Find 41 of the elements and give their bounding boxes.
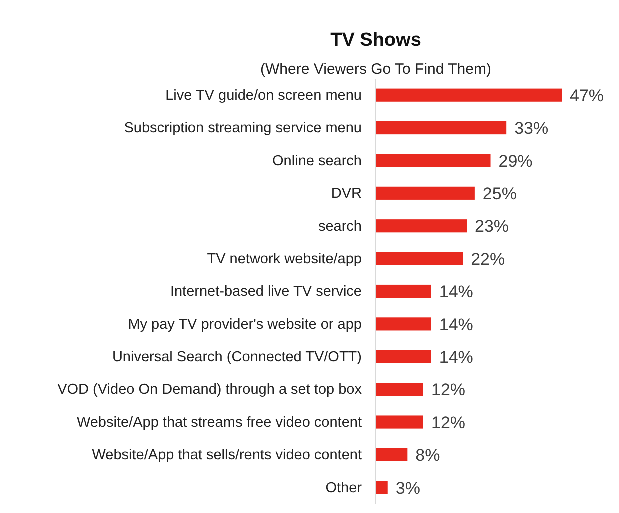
bar: [376, 350, 432, 364]
data-label: 33%: [514, 119, 549, 138]
y-tick-label: Internet-based live TV service: [170, 284, 362, 300]
data-label: 25%: [482, 184, 517, 204]
y-tick-label: Online search: [272, 153, 362, 170]
bar: [376, 220, 468, 233]
y-tick-label: My pay TV provider's website or app: [128, 316, 362, 333]
data-label: 12%: [431, 380, 466, 400]
bar: [376, 122, 507, 135]
y-tick-label: TV network website/app: [207, 251, 362, 268]
bar: [376, 416, 424, 429]
bar: [376, 318, 432, 331]
y-tick-label: Website/App that sells/rents video content: [92, 448, 362, 464]
bar: [376, 154, 491, 168]
bar: [376, 252, 464, 266]
data-label: 22%: [471, 250, 506, 269]
data-label: 14%: [439, 282, 474, 302]
data-label: 29%: [498, 152, 533, 171]
data-label: 23%: [475, 217, 510, 236]
data-label: 14%: [439, 348, 474, 368]
y-tick-label: Live TV guide/on screen menu: [166, 88, 362, 104]
y-tick-label: Other: [326, 480, 362, 496]
data-label: 3%: [396, 478, 420, 498]
chart-title: TV Shows: [330, 30, 422, 51]
bar: [376, 88, 562, 102]
bar: [376, 481, 388, 494]
y-tick-label: Universal Search (Connected TV/OTT): [112, 350, 362, 366]
bar: [376, 284, 432, 298]
bar: [376, 448, 408, 462]
y-tick-label: VOD (Video On Demand) through a set top box: [58, 382, 363, 398]
data-label: 47%: [570, 86, 604, 106]
y-tick-label: search: [318, 218, 362, 235]
data-label: 12%: [431, 413, 466, 432]
y-tick-label: DVR: [331, 186, 362, 202]
bar: [376, 186, 475, 200]
data-label: 14%: [439, 315, 474, 334]
chart-subtitle: (Where Viewers Go To Find Them): [260, 61, 492, 78]
y-tick-label: Subscription streaming service menu: [124, 120, 362, 137]
bar: [376, 383, 424, 396]
y-tick-label: Website/App that streams free video content: [76, 414, 362, 431]
data-label: 8%: [416, 446, 440, 466]
